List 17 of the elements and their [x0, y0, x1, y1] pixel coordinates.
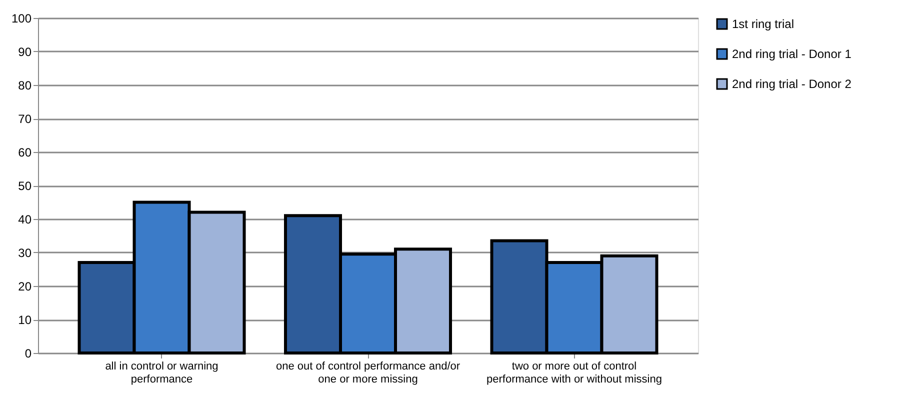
y-tick-label: 0 [24, 346, 32, 360]
y-tick-label: 50 [18, 179, 32, 193]
y-tick-label: 100 [11, 12, 32, 26]
x-tick-label: one out of control performance and/or one or more missing [276, 360, 460, 386]
y-tick-label: 90 [18, 45, 32, 59]
y-tick-label: 20 [18, 280, 32, 294]
legend-label: 1st ring trial [732, 17, 794, 31]
y-tick-label: 70 [18, 112, 32, 126]
x-tick-label: all in control or warning performance [105, 360, 218, 386]
legend-label: 2nd ring trial - Donor 1 [732, 47, 852, 61]
y-tick-label: 80 [18, 78, 32, 92]
y-tick-label: 10 [18, 313, 32, 327]
y-tick-label: 40 [18, 212, 32, 226]
y-tick-label: 60 [18, 146, 32, 160]
x-tick-label: two or more out of control performance with or without missing [486, 360, 662, 386]
legend-label: 2nd ring trial - Donor 2 [732, 77, 852, 91]
y-tick-label: 30 [18, 246, 32, 260]
